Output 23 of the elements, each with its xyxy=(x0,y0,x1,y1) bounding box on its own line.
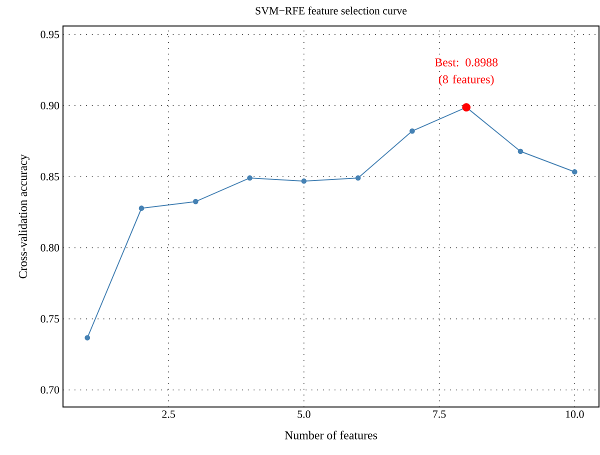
y-tick-label: 0.85 xyxy=(40,172,60,180)
point xyxy=(572,169,578,175)
x-tick-label: 2.5 xyxy=(162,410,175,418)
point xyxy=(247,175,252,181)
x-axis-title: Number of features xyxy=(284,430,378,440)
y-tick-label: 0.75 xyxy=(40,315,60,323)
y-axis-title: Cross-validation accuracy xyxy=(18,154,30,278)
x-tick-label: 7.5 xyxy=(433,410,446,418)
point xyxy=(518,148,524,154)
x-tick-label: 10.0 xyxy=(566,410,584,418)
y-tick-label: 0.70 xyxy=(40,386,60,394)
x-tick-label: 5.0 xyxy=(298,410,310,418)
point xyxy=(355,175,361,181)
y-tick-label: 0.90 xyxy=(40,102,60,110)
point xyxy=(192,198,198,204)
point xyxy=(410,128,415,134)
annotation: Best: 0.8988 (8 features) xyxy=(434,58,498,86)
y-tick-label: 0.80 xyxy=(40,244,60,252)
chart-title: SVM−RFE feature selection curve xyxy=(256,6,407,15)
point xyxy=(84,335,90,340)
y-tick-label: 0.95 xyxy=(40,30,60,38)
point xyxy=(301,178,307,184)
point xyxy=(138,206,144,211)
